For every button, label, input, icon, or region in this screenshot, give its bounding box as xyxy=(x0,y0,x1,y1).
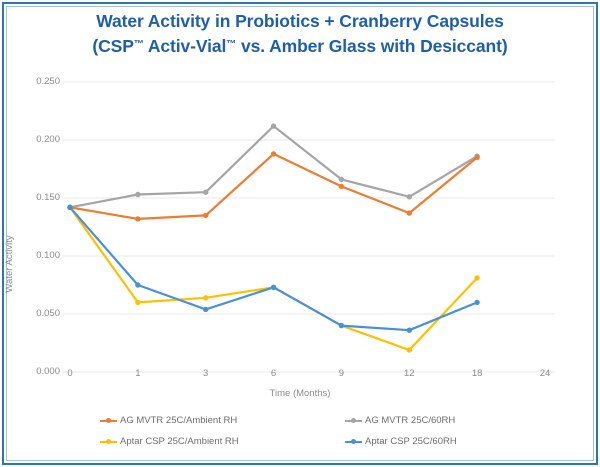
legend-item[interactable]: AG MVTR 25C/Ambient RH xyxy=(100,415,237,426)
data-point-marker xyxy=(203,189,209,195)
x-axis-tick-label: 0 xyxy=(67,368,73,379)
data-point-marker xyxy=(203,295,209,301)
data-point-marker xyxy=(67,204,73,210)
legend-marker-icon xyxy=(106,418,111,423)
chart-title-line-2: (CSP™ Activ-Vial™ vs. Amber Glass with D… xyxy=(12,33,588,58)
chart-title-line-2-post: vs. Amber Glass with Desiccant) xyxy=(236,36,508,56)
legend-item[interactable]: Aptar CSP 25C/60RH xyxy=(345,436,457,447)
data-point-marker xyxy=(338,183,345,190)
data-point-marker xyxy=(135,282,141,288)
data-point-marker xyxy=(135,299,141,306)
legend-marker-icon xyxy=(351,439,356,444)
plot-area: Water Activity Time (Months) 0.000 0.050 0… xyxy=(0,66,600,406)
y-axis-tick-label: 0.000 xyxy=(36,366,60,377)
legend-marker-icon xyxy=(106,439,111,444)
trademark-icon-2: ™ xyxy=(226,39,237,50)
legend-label: AG MVTR 25C/Ambient RH xyxy=(120,415,238,426)
line-chart-svg xyxy=(62,81,555,373)
series-line xyxy=(68,206,479,332)
legend-label: Aptar CSP 25C/Ambient RH xyxy=(120,436,239,447)
trademark-icon-1: ™ xyxy=(133,39,144,50)
series-aptar-csp-25c-ambient-rh xyxy=(67,204,480,353)
series-line xyxy=(68,152,479,220)
data-point-marker xyxy=(338,176,345,183)
legend-label: AG MVTR 25C/60RH xyxy=(365,415,456,426)
data-point-marker xyxy=(474,154,480,161)
data-point-marker xyxy=(474,299,480,306)
legend-label: Aptar CSP 25C/60RH xyxy=(365,436,457,447)
x-axis-tick-label: 9 xyxy=(338,368,345,379)
chart-legend: AG MVTR 25C/Ambient RH Aptar CSP 25C/Ambi… xyxy=(100,415,570,457)
y-axis-tick-label: 0.050 xyxy=(36,308,60,319)
x-axis-tick-label: 24 xyxy=(539,368,551,379)
x-axis-tick-label: 3 xyxy=(203,368,209,379)
legend-swatch-icon xyxy=(345,437,362,446)
legend-swatch-icon xyxy=(100,416,117,425)
data-point-marker xyxy=(270,284,277,290)
x-axis-label: Time (Months) xyxy=(269,388,331,399)
legend-swatch-icon xyxy=(100,437,117,446)
legend-item[interactable]: Aptar CSP 25C/Ambient RH xyxy=(100,436,239,447)
data-point-marker xyxy=(406,327,412,333)
data-point-marker xyxy=(270,123,277,129)
data-point-marker xyxy=(406,210,412,216)
x-axis-tick-label: 18 xyxy=(471,368,483,379)
legend-marker-icon xyxy=(351,418,356,423)
data-point-marker xyxy=(135,216,141,222)
y-axis-tick-label: 0.250 xyxy=(36,76,60,87)
series-ag-mvtr-25c-60rh xyxy=(67,123,480,210)
data-point-marker xyxy=(406,347,412,353)
data-point-marker xyxy=(474,275,480,281)
x-axis-tick-label: 1 xyxy=(135,368,141,379)
y-axis-tick-label: 0.150 xyxy=(36,192,60,203)
data-point-marker xyxy=(406,194,412,200)
series-line xyxy=(68,124,479,209)
series-ag-mvtr-25c-ambient-rh xyxy=(67,151,480,222)
chart-title-line-2-mid: Activ-Vial xyxy=(143,36,227,56)
chart-title-line-2-pre: (CSP xyxy=(92,36,134,56)
chart-title-line-1: Water Activity in Probiotics + Cranberry… xyxy=(96,11,504,31)
x-axis-tick-label: 6 xyxy=(270,368,277,379)
chart-title: Water Activity in Probiotics + Cranberry… xyxy=(12,10,588,58)
x-axis-tick-label: 12 xyxy=(403,368,415,379)
data-point-marker xyxy=(203,212,209,219)
data-point-marker xyxy=(203,306,209,313)
data-point-marker xyxy=(338,322,345,329)
data-point-marker xyxy=(135,191,141,198)
y-axis-tick-label: 0.200 xyxy=(36,134,60,145)
legend-item[interactable]: AG MVTR 25C/60RH xyxy=(345,415,455,426)
y-axis-tick-label: 0.100 xyxy=(36,250,60,261)
legend-swatch-icon xyxy=(345,416,362,425)
series-aptar-csp-25c-60rh xyxy=(67,204,480,333)
data-point-marker xyxy=(270,151,277,157)
